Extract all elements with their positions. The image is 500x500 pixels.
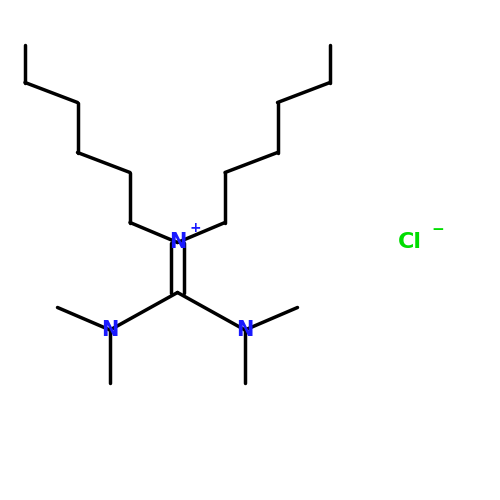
Text: −: − — [431, 222, 444, 238]
Text: Cl: Cl — [398, 232, 422, 252]
Text: N: N — [102, 320, 118, 340]
Text: N: N — [169, 232, 186, 252]
Text: N: N — [236, 320, 254, 340]
Text: +: + — [189, 220, 201, 234]
